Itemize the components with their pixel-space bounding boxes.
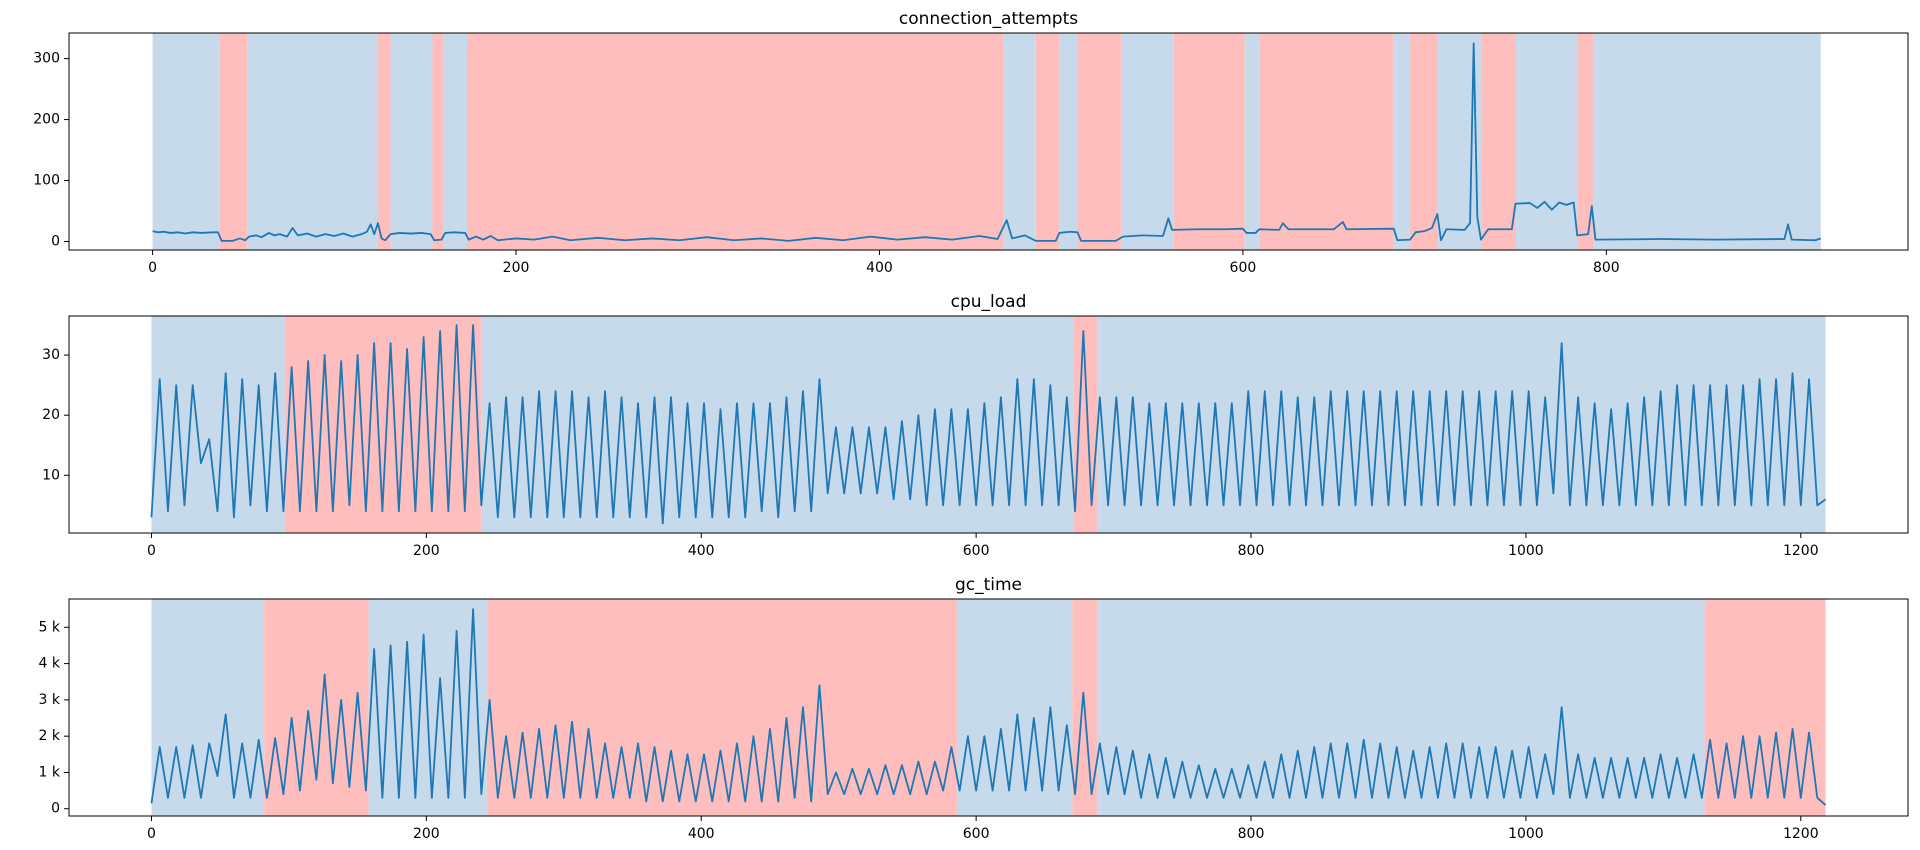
x-tick-label: 400 (866, 260, 893, 276)
y-tick-label: 10 (42, 467, 60, 483)
shaded-span (486, 599, 957, 816)
shaded-span (1097, 599, 1705, 816)
axes-frame (68, 32, 1909, 251)
shaded-span (377, 33, 391, 250)
x-tick-label: 1000 (1508, 543, 1544, 559)
plot-area (152, 33, 1822, 250)
shaded-span (152, 33, 220, 250)
y-tick-label: 20 (42, 407, 60, 423)
x-tick-label: 200 (413, 543, 440, 559)
x-tick-label: 800 (1593, 260, 1620, 276)
chart-title: cpu_load (951, 292, 1027, 312)
chart-title: gc_time (955, 575, 1022, 595)
shaded-span (1259, 33, 1394, 250)
x-tick-label: 0 (148, 260, 157, 276)
shaded-span (1593, 33, 1821, 250)
x-tick-label: 400 (688, 543, 715, 559)
shaded-span (247, 33, 378, 250)
x-tick-label: 800 (1238, 543, 1265, 559)
plot-area (150, 599, 1827, 816)
y-tick-label: 5 k (39, 619, 61, 635)
data-line (150, 608, 1827, 806)
shaded-span (466, 33, 1004, 250)
shaded-span (1480, 33, 1516, 250)
x-tick-label: 0 (147, 543, 156, 559)
y-tick-label: 3 k (39, 692, 61, 708)
data-line (152, 42, 1822, 242)
axes-frame (68, 315, 1909, 534)
shaded-span (432, 33, 444, 250)
shaded-span (1003, 33, 1036, 250)
y-tick-label: 200 (33, 112, 60, 128)
shaded-span (1410, 33, 1438, 250)
x-tick-label: 600 (963, 543, 990, 559)
shaded-span (1577, 33, 1594, 250)
shaded-span (443, 33, 467, 250)
plot-area (150, 316, 1827, 533)
y-tick-label: 0 (51, 801, 60, 817)
y-tick-label: 100 (33, 173, 60, 189)
x-tick-label: 600 (963, 826, 990, 842)
shaded-span (956, 599, 1073, 816)
x-tick-label: 800 (1238, 826, 1265, 842)
shaded-span (1059, 33, 1078, 250)
x-tick-label: 600 (1230, 260, 1257, 276)
shaded-span (1515, 33, 1578, 250)
shaded-span (390, 33, 433, 250)
y-tick-label: 300 (33, 51, 60, 67)
shaded-span (151, 599, 265, 816)
shaded-span (1173, 33, 1245, 250)
shaded-span (264, 599, 369, 816)
shaded-span (1073, 316, 1098, 533)
x-tick-label: 200 (413, 826, 440, 842)
shaded-span (1121, 33, 1174, 250)
x-tick-label: 0 (147, 826, 156, 842)
x-tick-label: 1000 (1508, 826, 1544, 842)
y-tick-label: 1 k (39, 764, 61, 780)
shaded-span (1393, 33, 1411, 250)
shaded-span (219, 33, 248, 250)
y-tick-label: 30 (42, 347, 60, 363)
x-tick-label: 400 (688, 826, 715, 842)
axes-frame (68, 598, 1909, 817)
y-tick-label: 2 k (39, 728, 61, 744)
shaded-span (1077, 33, 1122, 250)
shaded-span (1097, 316, 1826, 533)
y-tick-label: 0 (51, 233, 60, 249)
x-tick-label: 200 (503, 260, 530, 276)
y-tick-label: 4 k (39, 656, 61, 672)
data-line (150, 324, 1827, 525)
shaded-span (1244, 33, 1260, 250)
chart-title: connection_attempts (899, 9, 1078, 29)
x-tick-label: 1200 (1783, 826, 1819, 842)
x-tick-label: 1200 (1783, 543, 1819, 559)
shaded-span (1035, 33, 1060, 250)
